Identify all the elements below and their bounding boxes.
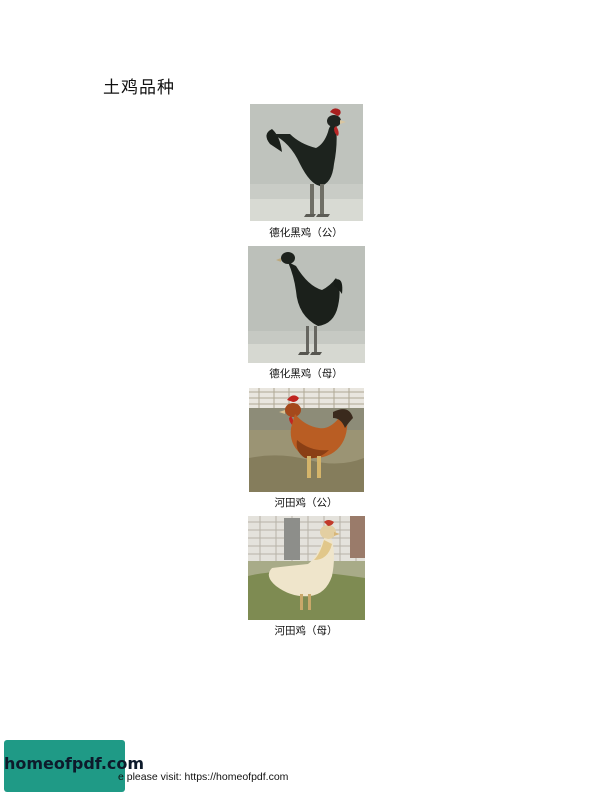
logo-text: homeofpdf.com [4, 754, 145, 773]
photo-dehua-black-rooster [250, 104, 363, 221]
caption-dehua-black-rooster: 德化黑鸡（公） [269, 227, 343, 239]
photo-dehua-black-hen [248, 246, 365, 363]
caption-hetian-rooster: 河田鸡（公） [274, 497, 338, 509]
caption-dehua-black-hen: 德化黑鸡（母） [269, 368, 343, 380]
photo-hetian-hen [248, 516, 365, 620]
homeofpdf-logo[interactable]: homeofpdf.com [4, 740, 145, 792]
page-title: 土鸡品种 [103, 78, 175, 98]
footer-link-text[interactable]: e please visit: https://homeofpdf.com [118, 771, 289, 783]
photo-hetian-rooster [249, 388, 364, 492]
caption-hetian-hen: 河田鸡（母） [274, 625, 338, 637]
